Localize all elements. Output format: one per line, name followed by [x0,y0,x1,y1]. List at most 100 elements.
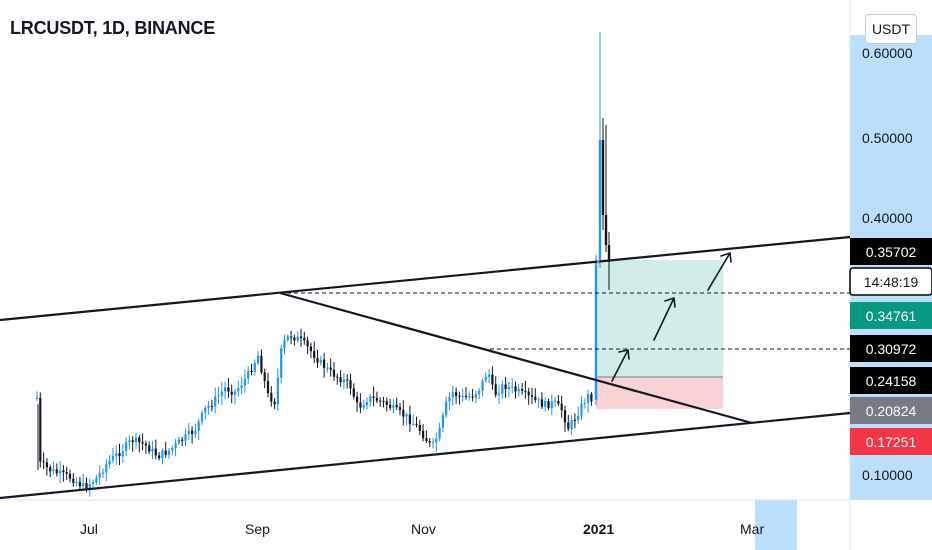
y-tick-label: 0.40000 [862,210,913,226]
candle-body [141,442,144,444]
candle-body [362,405,365,408]
candle-body [422,430,425,439]
candle-body [68,473,72,479]
candle-body [540,399,543,407]
channel-lower-line[interactable] [0,411,851,500]
candle-body [557,400,560,404]
candle-body [530,395,534,397]
candle-body [402,409,405,417]
candle-body [154,448,157,456]
candle-body [389,405,392,408]
price-label: 0.34761 [866,308,917,324]
candle-body [204,408,207,413]
candle-body [171,448,174,451]
candle-body [290,336,293,338]
candle-body [52,469,55,472]
candle-body [247,371,250,379]
candle-body [511,386,514,388]
candle-body [461,395,464,397]
candle-body [474,393,477,398]
projection-arrow-2 [653,297,676,341]
candle-body [306,340,309,347]
candle-body [554,400,557,402]
price-label: 0.30972 [866,341,917,357]
candle-body [332,369,336,377]
candle-body [448,396,451,402]
candle-body [323,359,326,368]
candle-body [491,374,494,385]
x-tick-label: Mar [740,521,764,537]
x-tick-label: Jul [80,521,98,537]
candle-body [210,405,213,407]
candle-body [214,396,217,407]
candle-body [260,355,263,373]
candle-body [207,405,210,409]
candle-body [184,434,187,441]
candle-body [101,472,105,474]
candle-body [283,339,286,349]
candle-body [197,421,200,431]
currency-button[interactable]: USDT [865,14,917,44]
candle-body [392,404,395,408]
price-label-box [850,397,932,424]
candle-body [431,442,435,444]
candle-body [544,400,547,407]
candle-body [607,245,611,262]
candle-body [125,442,128,452]
loss-zone[interactable] [596,377,723,409]
candle-body [481,380,484,391]
candle-body [517,389,520,392]
candle-body [243,378,246,386]
candle-body [161,450,164,459]
candle-body [88,484,91,489]
price-label-box [850,335,932,362]
candle-body [342,379,345,383]
candle-body [507,386,510,390]
candle-body [408,414,411,424]
candle-body [250,371,253,372]
candle-body [299,336,303,338]
profit-zone[interactable] [596,260,723,377]
candle-body [398,407,402,410]
candle-body [352,388,355,397]
resistance-line[interactable] [279,291,753,425]
candle-body [296,336,299,341]
candle-body [233,391,237,395]
candle-body [237,388,240,392]
candle-body [369,396,372,403]
candles-group [35,32,611,497]
candle-body [594,260,598,400]
candle-body [39,397,42,462]
x-tick-label: Nov [411,521,436,537]
projection-arrow-3 [707,252,732,291]
candle-body [309,346,312,352]
candle-body [177,439,180,444]
candle-body [484,376,487,381]
candle-body [105,464,108,473]
candle-body [273,401,276,405]
candle-body [191,430,194,435]
candle-body [151,448,154,452]
price-label-box [850,302,932,329]
candle-body [316,358,319,363]
candle-body [82,483,85,487]
candle-body [220,391,223,396]
candle-body [550,401,553,409]
candle-body [560,403,563,411]
candle-body [55,469,58,474]
candle-body [573,419,576,421]
candle-body [395,404,398,408]
axis-highlight-date [755,500,797,550]
candle-body [174,443,177,448]
candle-body [98,472,101,478]
candle-body [59,470,62,474]
candle-body [359,402,362,408]
candle-body [35,397,39,399]
candle-body [501,384,504,394]
channel-upper-line[interactable] [0,235,851,322]
candle-body [121,451,124,457]
price-label-box [850,367,932,394]
price-label: 0.20824 [866,403,917,419]
candle-body [339,377,342,383]
